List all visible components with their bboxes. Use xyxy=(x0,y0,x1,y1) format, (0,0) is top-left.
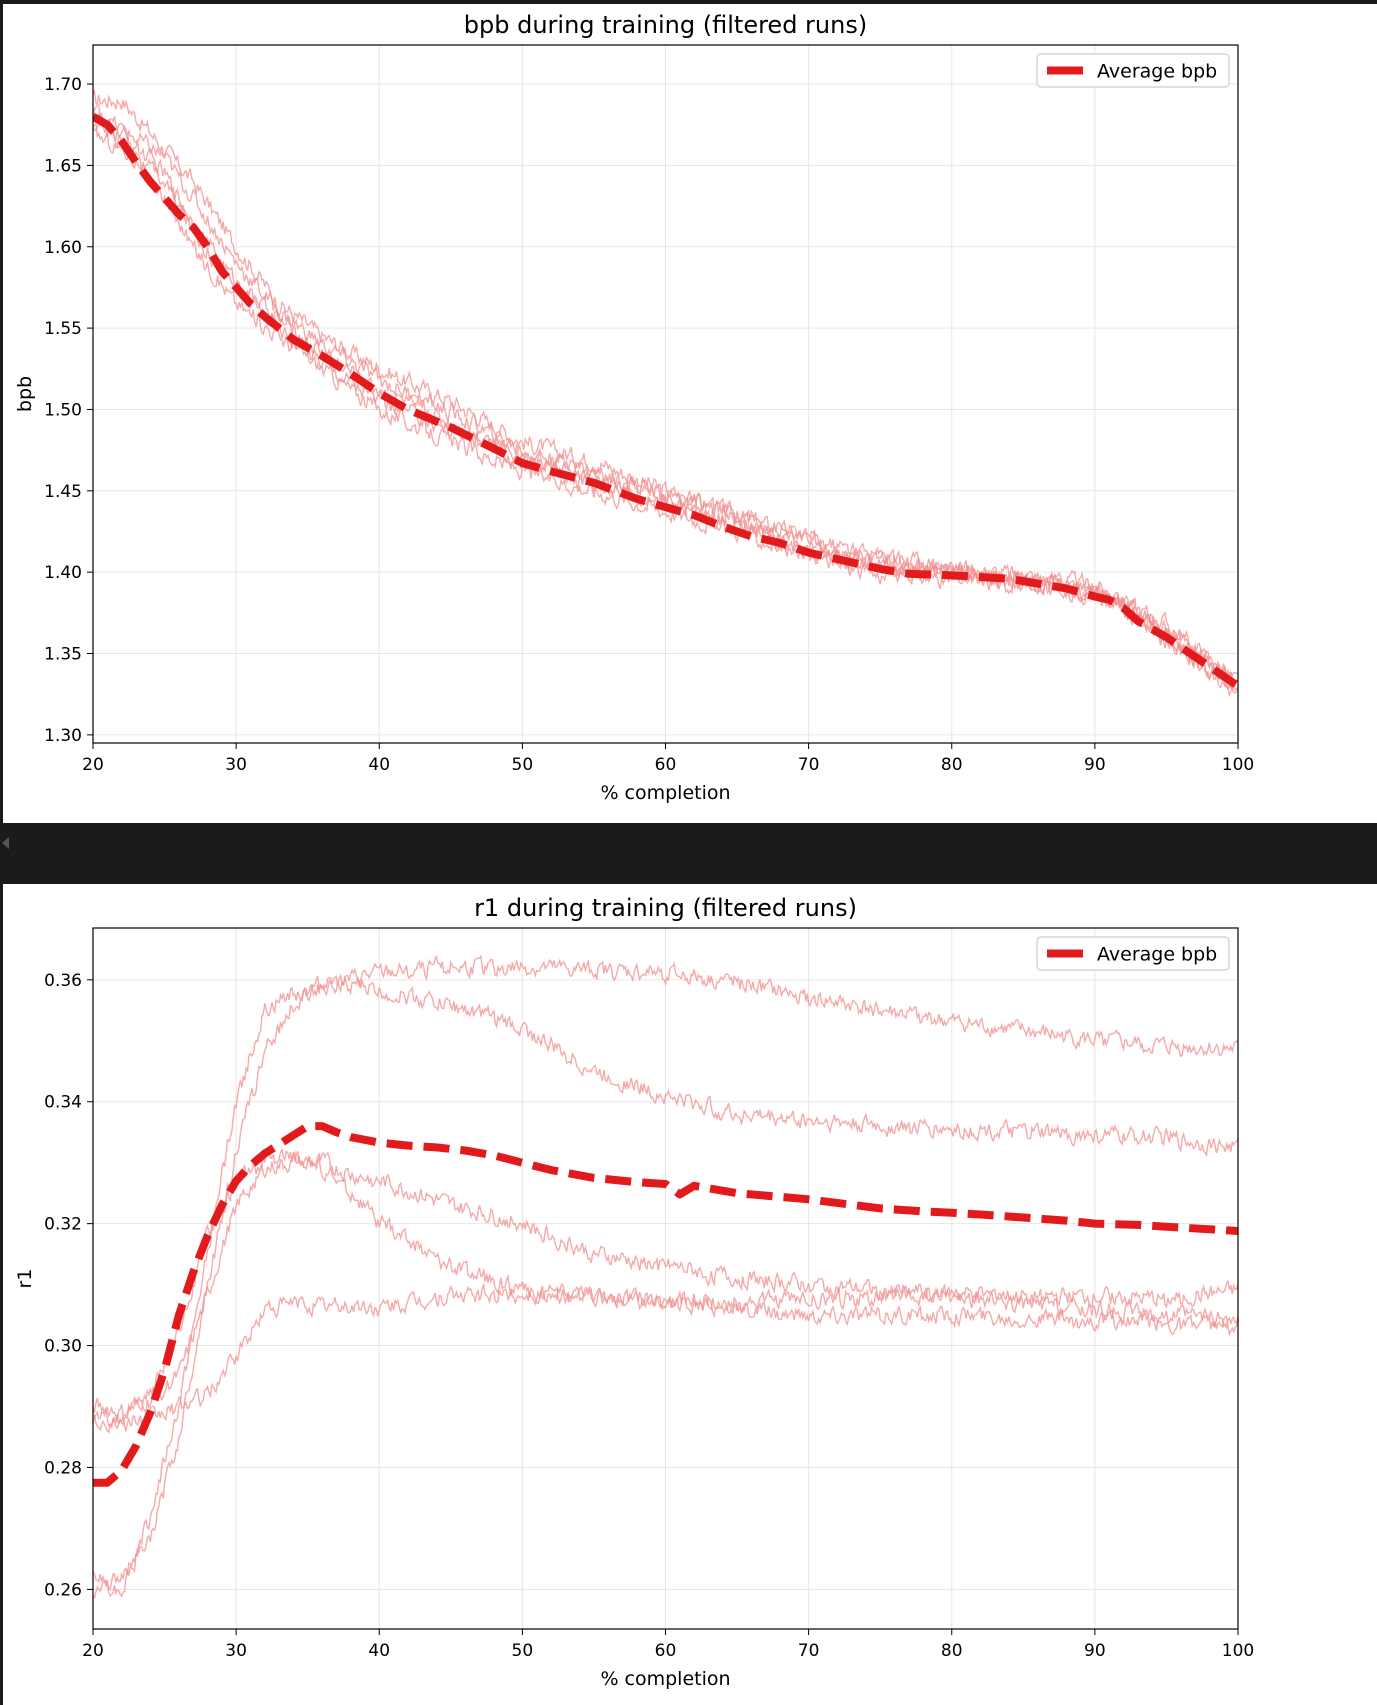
x-tick-label: 20 xyxy=(82,1641,104,1661)
x-tick-label: 90 xyxy=(1084,755,1106,775)
x-tick-label: 100 xyxy=(1222,1641,1254,1661)
bpb-chart-panel: 20 30 40 50 60 70 80 90 100 1.30 1.35 1.40 1.45 1.50 1… xyxy=(3,4,1377,823)
y-tick-label: 0.26 xyxy=(44,1580,82,1600)
x-tick-label: 40 xyxy=(368,755,390,775)
legend: Average bpb xyxy=(1036,936,1230,971)
y-tick-label: 1.65 xyxy=(44,156,82,176)
x-tick-label: 80 xyxy=(941,755,963,775)
run-line xyxy=(93,1147,1238,1427)
x-tick-label: 30 xyxy=(225,755,247,775)
x-tick-label: 20 xyxy=(82,755,104,775)
x-tick-label: 50 xyxy=(512,755,534,775)
y-tick-label: 1.50 xyxy=(44,400,82,420)
y-tick-label: 1.60 xyxy=(44,238,82,258)
chart-title: r1 during training (filtered runs) xyxy=(474,894,857,922)
r1-chart-panel: 20 30 40 50 60 70 80 90 100 0.26 0.28 0.30 0.32 0.34 0… xyxy=(3,884,1377,1705)
plot-area xyxy=(93,88,1238,698)
plot-area xyxy=(93,954,1238,1600)
x-tick-label: 60 xyxy=(655,755,677,775)
y-axis-label: bpb xyxy=(14,376,36,412)
r1-chart: 20 30 40 50 60 70 80 90 100 0.26 0.28 0.30 0.32 0.34 0… xyxy=(14,894,1254,1690)
y-tick-label: 1.55 xyxy=(44,319,82,339)
legend-box xyxy=(1036,53,1230,88)
y-tick-label: 0.28 xyxy=(44,1458,82,1478)
y-tick-label: 0.32 xyxy=(44,1215,82,1235)
y-tick-label: 0.34 xyxy=(44,1093,82,1113)
run-line xyxy=(93,973,1238,1600)
x-tick-label: 60 xyxy=(655,1641,677,1661)
y-tick-label: 1.70 xyxy=(44,75,82,95)
legend: Average bpb xyxy=(1036,53,1230,88)
y-tick-label: 1.40 xyxy=(44,563,82,583)
x-tick-label: 50 xyxy=(512,1641,534,1661)
y-tick-label: 1.45 xyxy=(44,482,82,502)
legend-box xyxy=(1036,936,1230,971)
average-line xyxy=(93,113,1238,690)
average-line xyxy=(93,1122,1238,1487)
x-tick-label: 70 xyxy=(798,1641,820,1661)
y-tick-label: 1.35 xyxy=(44,645,82,665)
x-tick-label: 90 xyxy=(1084,1641,1106,1661)
run-line xyxy=(93,1150,1238,1423)
y-tick-label: 0.36 xyxy=(44,971,82,991)
x-tick-label: 80 xyxy=(941,1641,963,1661)
scroll-left-arrow-icon[interactable] xyxy=(2,837,9,849)
x-tick-label: 30 xyxy=(225,1641,247,1661)
legend-label: Average bpb xyxy=(1097,61,1217,83)
x-tick-label: 100 xyxy=(1222,755,1254,775)
x-axis-label: % completion xyxy=(600,1668,730,1690)
legend-label: Average bpb xyxy=(1097,944,1217,966)
x-tick-label: 40 xyxy=(368,1641,390,1661)
run-line xyxy=(93,109,1238,698)
run-line xyxy=(93,1282,1238,1434)
x-axis-label: % completion xyxy=(600,782,730,804)
chart-title: bpb during training (filtered runs) xyxy=(464,11,867,39)
y-axis-label: r1 xyxy=(14,1269,36,1289)
x-tick-label: 70 xyxy=(798,755,820,775)
bpb-chart: 20 30 40 50 60 70 80 90 100 1.30 1.35 1.40 1.45 1.50 1… xyxy=(14,11,1254,804)
run-line xyxy=(93,954,1238,1598)
y-tick-label: 1.30 xyxy=(44,726,82,746)
run-line xyxy=(93,88,1238,678)
y-tick-label: 0.30 xyxy=(44,1337,82,1357)
